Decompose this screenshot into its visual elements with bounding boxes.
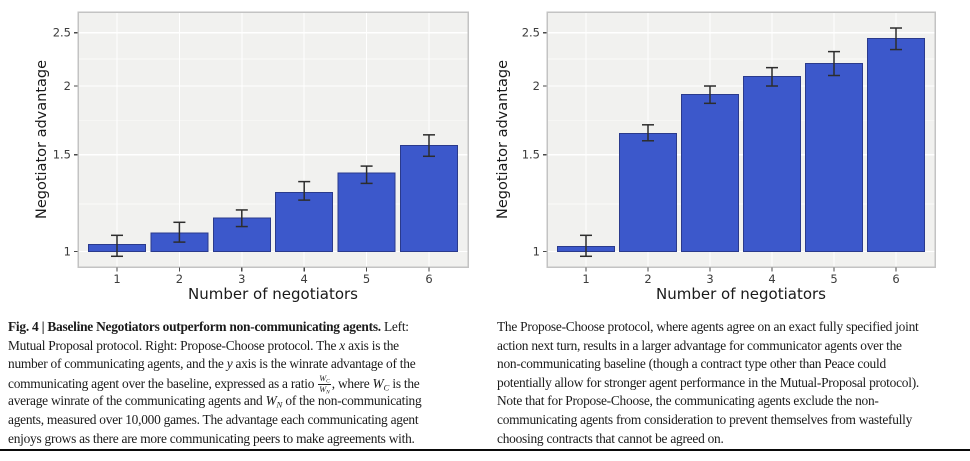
- caption-line: Fig. 4 | Baseline Negotiators outperform…: [8, 319, 409, 334]
- x-tick-label: 4: [301, 272, 308, 286]
- panel-border: [77, 11, 469, 268]
- y-tick-label: 1: [533, 244, 540, 258]
- page-footer-rule: [0, 449, 970, 452]
- x-axis-label: Number of negotiators: [656, 285, 826, 303]
- panel-border: [546, 11, 936, 268]
- bar-negotiators-6: [400, 144, 458, 252]
- y-tick-label: 2: [64, 79, 71, 93]
- x-tick-label: 6: [425, 272, 432, 286]
- y-tick-label: 2.5: [53, 26, 71, 40]
- caption-line: number of communicating agents, and the …: [8, 356, 416, 372]
- x-tick-label: 3: [706, 272, 713, 286]
- y-tick-label: 1: [64, 244, 71, 258]
- caption-line: action next turn, results in a larger ad…: [497, 337, 902, 353]
- x-axis-label: Number of negotiators: [188, 285, 358, 303]
- caption-line: non-communicating baseline (though a con…: [497, 356, 886, 372]
- figure-caption-left-column: Fig. 4 | Baseline Negotiators outperform…: [8, 318, 485, 448]
- chart-propose-choose: 1 1.5 2 2.5 1 2 3 4 5 6 Number of negotiators Negot…: [495, 11, 936, 303]
- x-tick-label: 3: [238, 272, 245, 286]
- y-tick-label: 2.5: [522, 26, 540, 40]
- caption-line: Note that for Propose-Choose, the commun…: [497, 393, 879, 409]
- x-tick-label: 5: [830, 272, 837, 286]
- caption-line: Mutual Proposal protocol. Right: Propose…: [8, 337, 399, 353]
- y-tick-label: 2: [533, 79, 540, 93]
- figure-caption-right-column: The Propose-Choose protocol, where agent…: [497, 318, 967, 448]
- x-tick-label: 2: [176, 272, 183, 286]
- x-tick-label: 4: [768, 272, 775, 286]
- bar-negotiators-4: [743, 76, 801, 252]
- caption-line: communicating agent over the baseline, e…: [8, 373, 420, 397]
- bar-negotiators-5: [805, 62, 863, 252]
- x-tick-label: 1: [113, 272, 120, 286]
- bar-negotiators-4: [275, 192, 334, 252]
- y-tick-label: 1.5: [53, 148, 71, 162]
- ratio-fraction: WC WN: [318, 373, 331, 397]
- caption-line: enjoys grows as there are more communica…: [8, 430, 415, 446]
- x-tick-label: 2: [644, 272, 651, 286]
- caption-line: communicating agents from consideration …: [497, 411, 913, 427]
- caption-line: The Propose-Choose protocol, where agent…: [497, 319, 919, 334]
- y-axis-label: Negotiator advantage: [34, 60, 50, 219]
- bar-negotiators-3: [681, 94, 739, 252]
- caption-line: average winrate of the communicating age…: [8, 393, 422, 410]
- x-tick-label: 5: [363, 272, 370, 286]
- x-tick-label: 1: [582, 272, 589, 286]
- y-tick-label: 1.5: [522, 148, 540, 162]
- y-axis-label: Negotiator advantage: [495, 60, 511, 219]
- caption-line: potentially allow for stronger agent per…: [497, 374, 920, 390]
- chart-mutual-proposal: 1 1.5 2 2.5 1 2 3 4 5 6 Number of negotiators Negot…: [34, 11, 469, 303]
- bar-negotiators-5: [337, 172, 396, 252]
- caption-line: choosing contracts that cannot be agreed…: [497, 430, 724, 446]
- bar-negotiators-2: [619, 132, 677, 252]
- bar-negotiators-6: [867, 38, 925, 252]
- x-tick-label: 6: [892, 272, 899, 286]
- caption-line: agents, measured over 10,000 games. The …: [8, 411, 419, 427]
